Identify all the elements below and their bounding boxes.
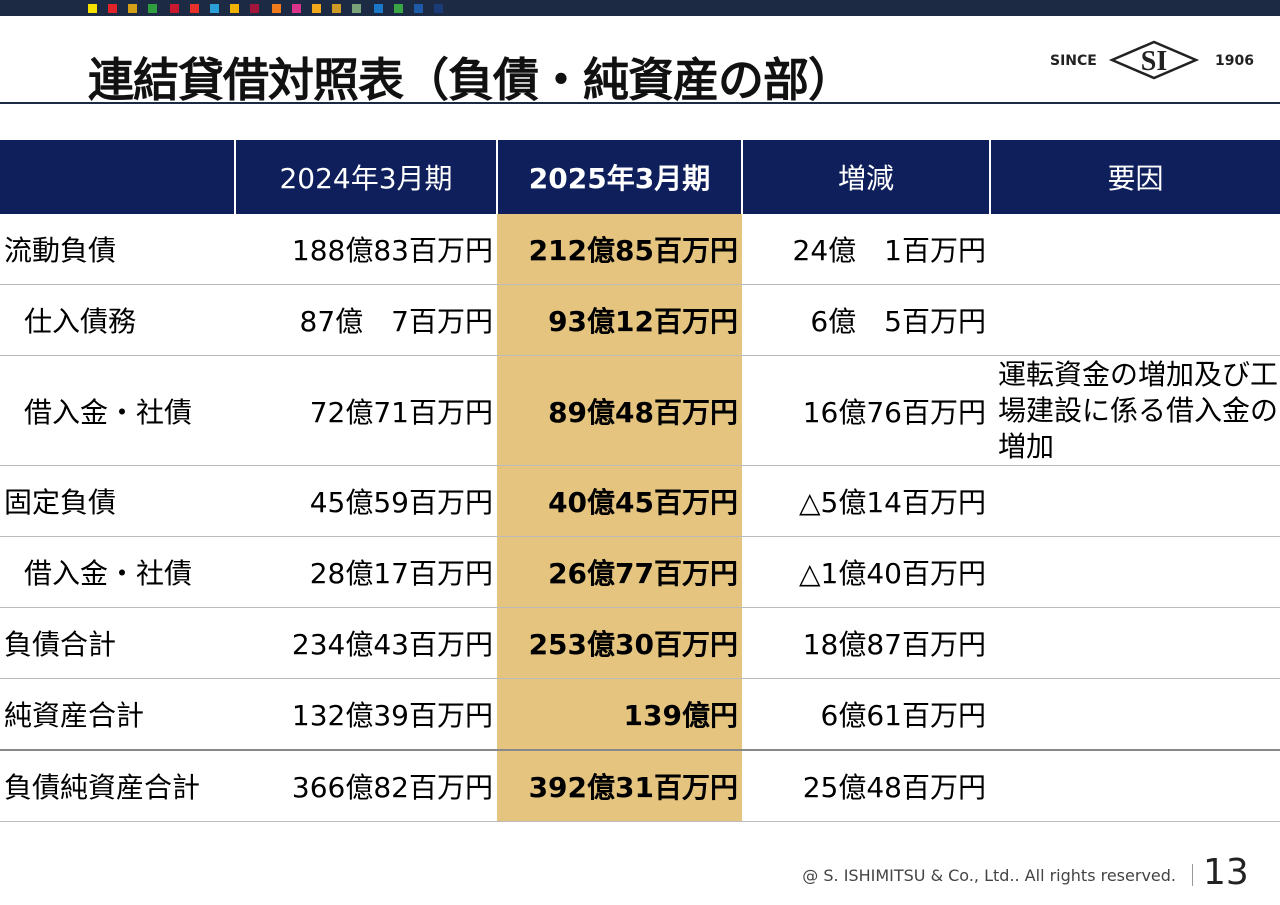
logo-since: SINCE [1050, 53, 1097, 69]
deco [374, 4, 383, 13]
title-rule [0, 102, 1280, 104]
row-label: 仕入債務 [0, 284, 235, 356]
deco [230, 4, 239, 13]
value-cell: 132億39百万円 [235, 678, 497, 751]
deco [434, 4, 443, 13]
deco [250, 4, 259, 13]
value-cell: 28億17百万円 [235, 536, 497, 608]
value-cell: 6億61百万円 [742, 678, 990, 751]
value-cell: 89億48百万円 [497, 355, 742, 466]
deco [128, 4, 137, 13]
logo-year: 1906 [1215, 53, 1254, 69]
table-row: 負債合計 234億43百万円 253億30百万円 18億87百万円 [0, 607, 1280, 679]
table-row: 借入金・社債 28億17百万円 26億77百万円 △1億40百万円 [0, 536, 1280, 608]
copyright: @ S. ISHIMITSU & Co., Ltd.. All rights r… [802, 866, 1176, 885]
deco [292, 4, 301, 13]
header-cell [0, 140, 235, 214]
value-cell: 234億43百万円 [235, 607, 497, 679]
row-label: 流動負債 [0, 214, 235, 285]
column-header: 要因 [989, 140, 1280, 214]
note-cell [990, 749, 1280, 822]
logo: SINCE SI 1906 [1050, 40, 1254, 80]
value-cell: 45億59百万円 [235, 465, 497, 537]
table-row: 純資産合計 132億39百万円 139億円 6億61百万円 [0, 678, 1280, 751]
separator [1192, 864, 1193, 886]
value-cell: 16億76百万円 [742, 355, 990, 466]
title: 連結貸借対照表（負債・純資産の部） [88, 53, 854, 107]
column-header: 2025年3月期 [496, 140, 742, 214]
deco [312, 4, 321, 13]
value-cell: 24億 1百万円 [742, 214, 990, 285]
column-header: 2024年3月期 [234, 140, 497, 214]
deco [414, 4, 423, 13]
deco [170, 4, 179, 13]
page-number: 13 [1203, 852, 1249, 893]
value-cell: 366億82百万円 [235, 749, 497, 822]
value-cell: 72億71百万円 [235, 355, 497, 466]
table-row: 流動負債 188億83百万円 212億85百万円 24億 1百万円 [0, 214, 1280, 285]
table-row: 負債純資産合計 366億82百万円 392億31百万円 25億48百万円 [0, 749, 1280, 822]
deco [272, 4, 281, 13]
value-cell: 6億 5百万円 [742, 284, 990, 356]
balance-table: 2024年3月期 2025年3月期 増減 要因 流動負債 188億83百万円 212億85… [0, 140, 1280, 822]
row-label: 負債純資産合計 [0, 749, 235, 822]
deco [210, 4, 219, 13]
column-header: 増減 [741, 140, 990, 214]
top-bar [0, 0, 1280, 16]
value-cell: △1億40百万円 [742, 536, 990, 608]
value-cell: 93億12百万円 [497, 284, 742, 356]
value-cell: 18億87百万円 [742, 607, 990, 679]
note-cell [990, 678, 1280, 751]
value-cell: 25億48百万円 [742, 749, 990, 822]
value-cell: 253億30百万円 [497, 607, 742, 679]
note-cell [990, 284, 1280, 356]
value-cell: 26億77百万円 [497, 536, 742, 608]
value-cell: 188億83百万円 [235, 214, 497, 285]
value-cell: 139億円 [497, 678, 742, 751]
logo-diamond [1108, 40, 1200, 80]
table-row: 借入金・社債 72億71百万円 89億48百万円 16億76百万円 運転資金の増加及び工… [0, 355, 1280, 466]
row-label: 固定負債 [0, 465, 235, 537]
deco [394, 4, 403, 13]
value-cell: △5億14百万円 [742, 465, 990, 537]
deco [148, 4, 157, 13]
value-cell: 392億31百万円 [497, 749, 742, 822]
row-label: 負債合計 [0, 607, 235, 679]
table-row: 仕入債務 87億 7百万円 93億12百万円 6億 5百万円 [0, 284, 1280, 356]
value-cell: 40億45百万円 [497, 465, 742, 537]
deco [332, 4, 341, 13]
note-cell [990, 214, 1280, 285]
note-cell [990, 465, 1280, 537]
header-row: 2024年3月期 2025年3月期 増減 要因 [0, 140, 1280, 214]
note-cell: 運転資金の増加及び工場建設に係る借入金の増加 [990, 355, 1280, 466]
row-label: 借入金・社債 [0, 536, 235, 608]
deco [352, 4, 361, 13]
value-cell: 212億85百万円 [497, 214, 742, 285]
note-cell [990, 536, 1280, 608]
deco [88, 4, 97, 13]
row-label: 純資産合計 [0, 678, 235, 751]
note-cell [990, 607, 1280, 679]
deco [108, 4, 117, 13]
deco [190, 4, 199, 13]
value-cell: 87億 7百万円 [235, 284, 497, 356]
table-row: 固定負債 45億59百万円 40億45百万円 △5億14百万円 [0, 465, 1280, 537]
logo-mark: SI [1141, 46, 1167, 77]
row-label: 借入金・社債 [0, 355, 235, 466]
